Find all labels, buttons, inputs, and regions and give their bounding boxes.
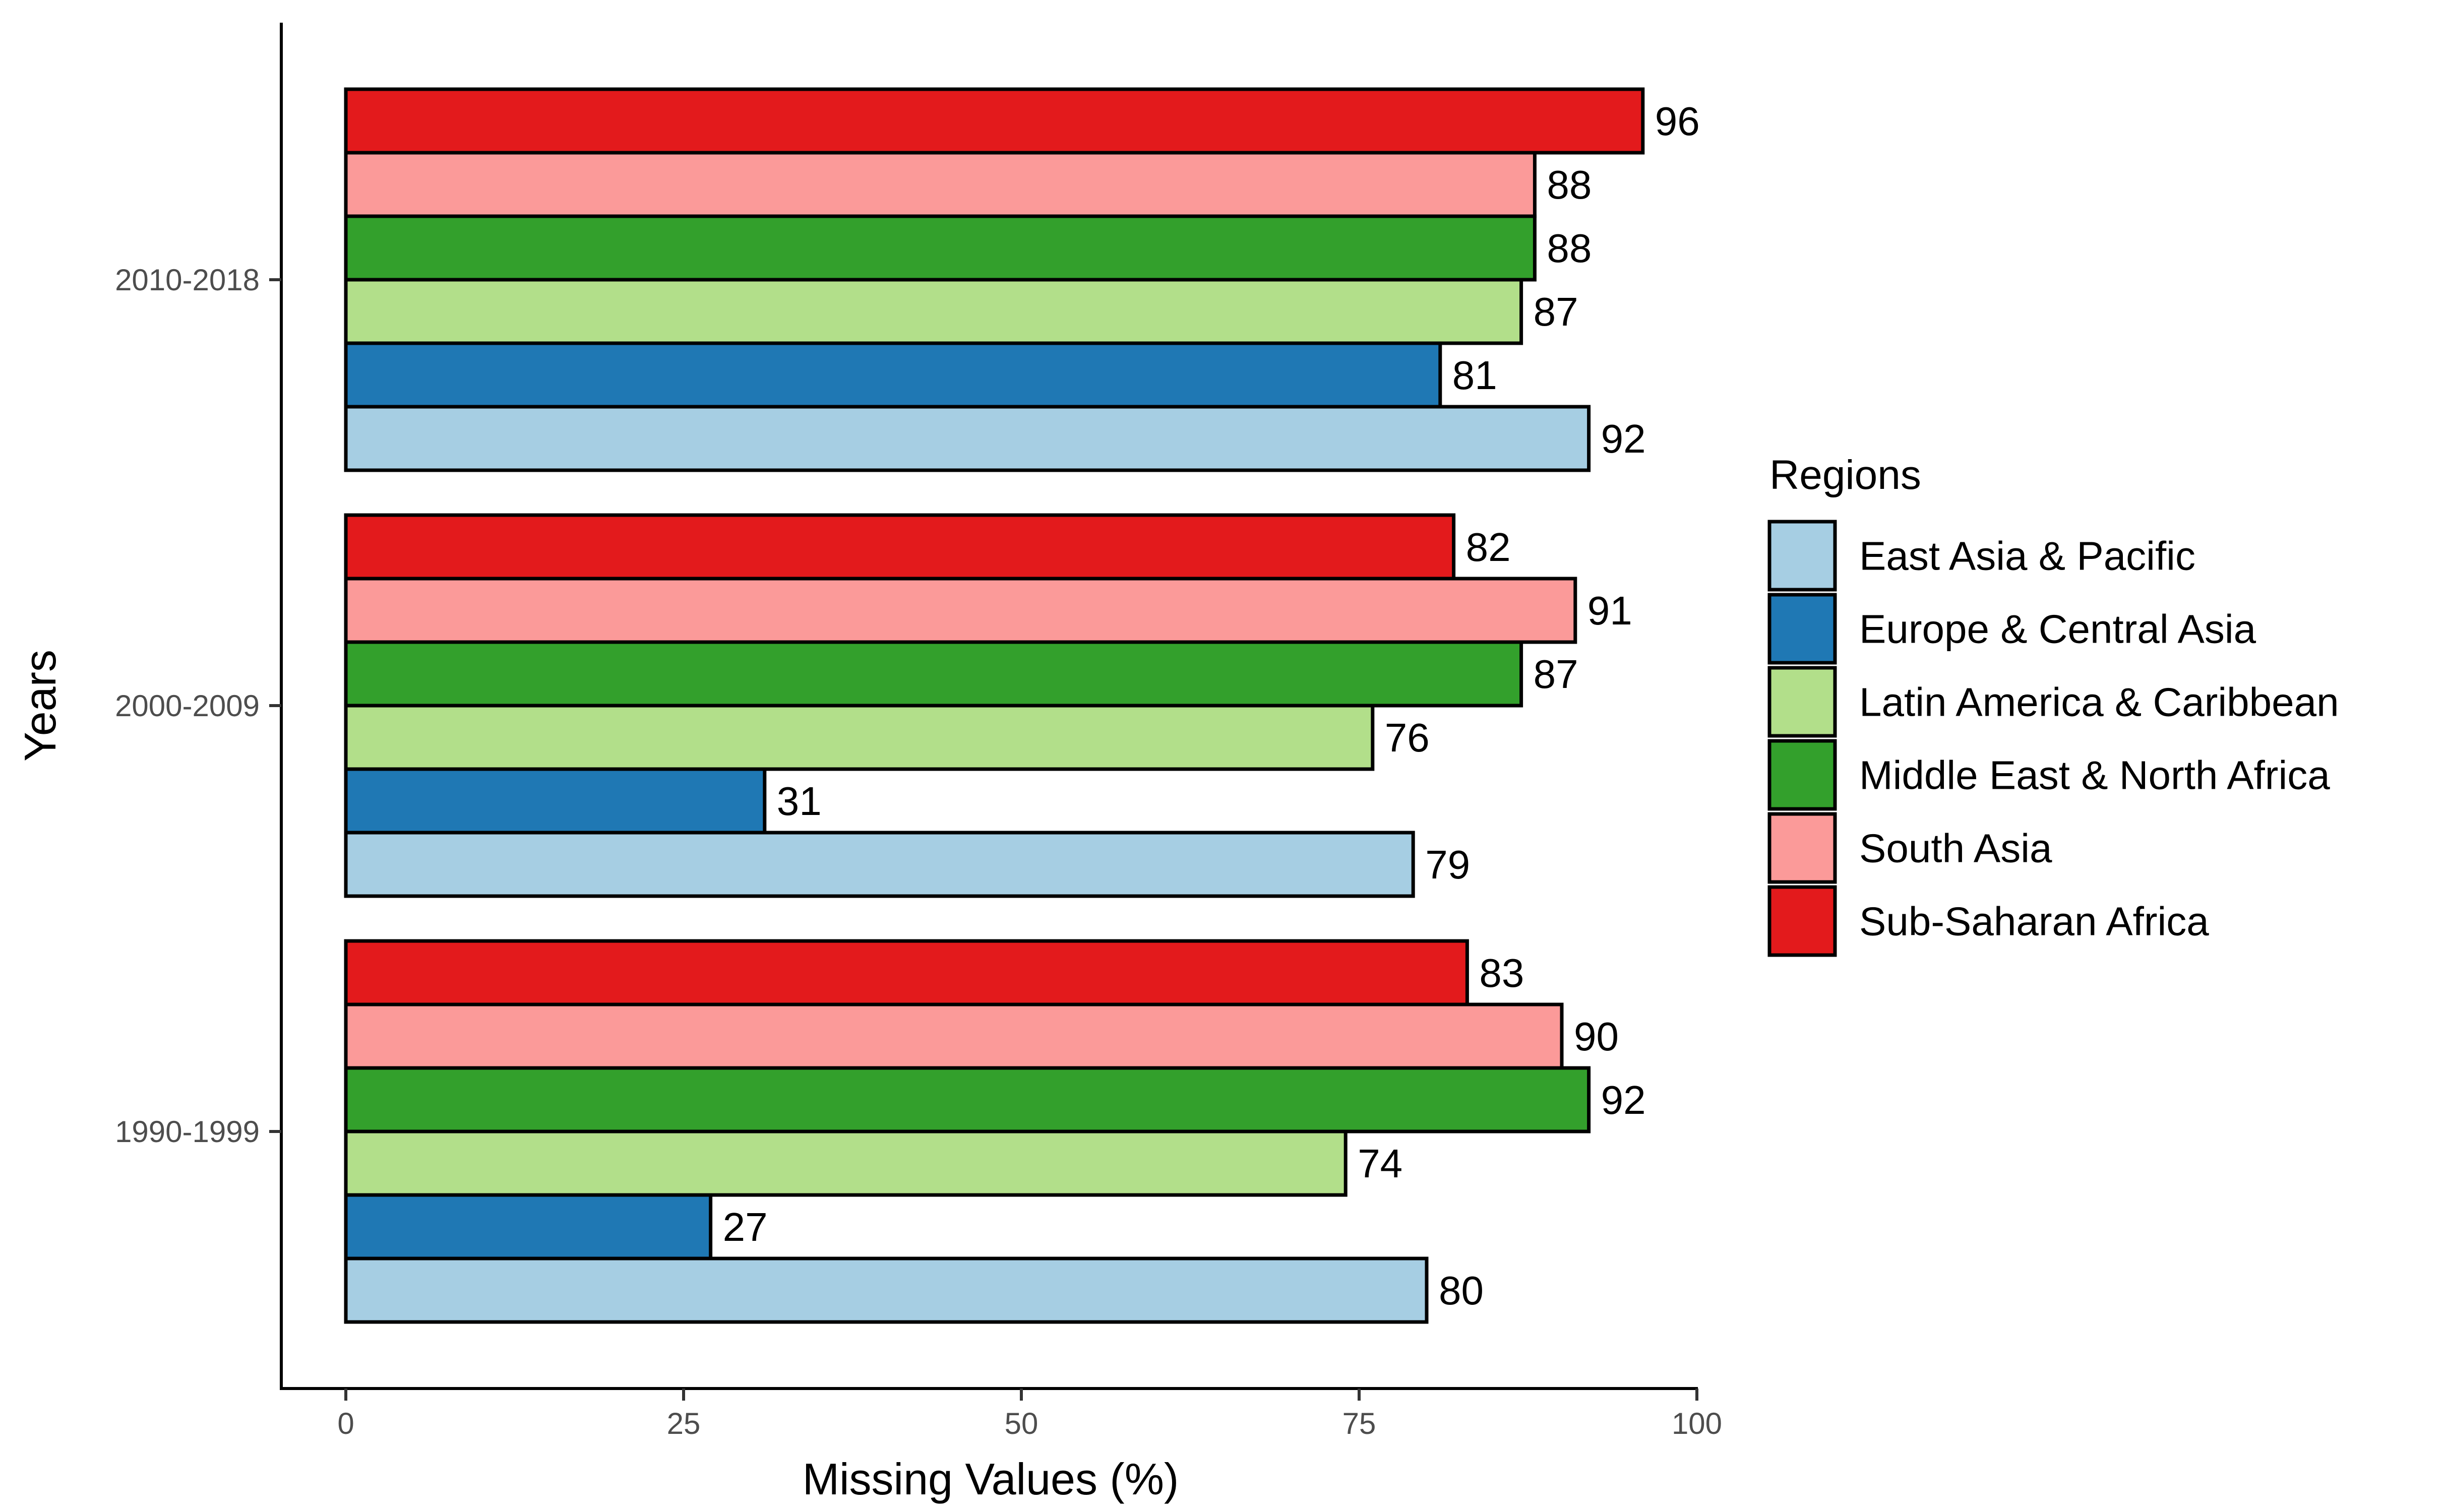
legend-key-latin-america-and-caribbean — [1767, 666, 1837, 738]
legend-key-east-asia-and-pacific — [1767, 520, 1837, 592]
data-label-2000-2009-europe-and-central-asia: 31 — [777, 779, 822, 824]
data-label-2010-2018-east-asia-and-pacific: 92 — [1601, 416, 1646, 461]
bar-2010-2018-south-asia — [344, 151, 1537, 218]
data-label-2000-2009-latin-america-and-caribbean: 76 — [1385, 715, 1430, 760]
data-label-1990-1999-south-asia: 90 — [1574, 1014, 1619, 1059]
data-label-1990-1999-middle-east-and-north-africa: 92 — [1601, 1078, 1646, 1122]
legend-label-east-asia-and-pacific: East Asia & Pacific — [1859, 534, 2195, 579]
data-label-2000-2009-sub-saharan-africa: 82 — [1466, 525, 1511, 570]
legend-label-sub-saharan-africa: Sub-Saharan Africa — [1859, 899, 2209, 944]
x-tick-label-75: 75 — [1342, 1407, 1376, 1440]
data-label-2000-2009-east-asia-and-pacific: 79 — [1425, 842, 1470, 887]
x-tick-label-0: 0 — [337, 1407, 354, 1440]
x-tick-label-25: 25 — [667, 1407, 701, 1440]
bar-2000-2009-east-asia-and-pacific — [344, 831, 1415, 898]
y-tick-label-2000-2009: 2000-2009 — [115, 689, 260, 723]
legend-label-middle-east-and-north-africa: Middle East & North Africa — [1859, 753, 2330, 798]
legend-items: East Asia & Pacific Europe & Central Asia… — [1767, 520, 2339, 957]
bar-2010-2018-sub-saharan-africa — [344, 87, 1645, 155]
bar-2000-2009-south-asia — [344, 577, 1577, 644]
legend-key-europe-and-central-asia — [1767, 593, 1837, 665]
data-label-1990-1999-sub-saharan-africa: 83 — [1479, 951, 1524, 995]
legend-key-middle-east-and-north-africa — [1767, 739, 1837, 811]
y-tick-label-1990-1999: 1990-1999 — [115, 1115, 260, 1149]
bar-1990-1999-europe-and-central-asia — [344, 1193, 713, 1261]
data-label-2010-2018-south-asia: 88 — [1547, 162, 1592, 207]
bar-1990-1999-sub-saharan-africa — [344, 939, 1469, 1006]
data-label-2010-2018-middle-east-and-north-africa: 88 — [1547, 226, 1592, 271]
legend-label-latin-america-and-caribbean: Latin America & Caribbean — [1859, 680, 2339, 725]
data-label-2010-2018-europe-and-central-asia: 81 — [1452, 353, 1497, 398]
ticks-layer: 1990-1999 2000-2009 2010-2018 0 25 50 75 100 — [115, 263, 1722, 1440]
y-axis-title: Years — [15, 650, 65, 762]
bar-2010-2018-europe-and-central-asia — [344, 341, 1442, 409]
bar-2010-2018-latin-america-and-caribbean — [344, 278, 1523, 345]
bar-2000-2009-europe-and-central-asia — [344, 767, 767, 835]
data-label-1990-1999-east-asia-and-pacific: 80 — [1439, 1268, 1484, 1313]
bar-2010-2018-middle-east-and-north-africa — [344, 214, 1537, 282]
legend-label-europe-and-central-asia: Europe & Central Asia — [1859, 607, 2256, 652]
data-label-2000-2009-middle-east-and-north-africa: 87 — [1534, 652, 1578, 697]
data-label-1990-1999-latin-america-and-caribbean: 74 — [1358, 1141, 1402, 1186]
data-label-2010-2018-latin-america-and-caribbean: 87 — [1534, 289, 1578, 334]
bar-2000-2009-latin-america-and-caribbean — [344, 704, 1375, 771]
y-tick-label-2010-2018: 2010-2018 — [115, 263, 260, 297]
legend-key-south-asia — [1767, 812, 1837, 884]
x-tick-label-100: 100 — [1672, 1407, 1722, 1440]
x-tick-label-50: 50 — [1005, 1407, 1038, 1440]
legend: Regions East Asia & Pacific Europe & Cent… — [1767, 452, 2339, 957]
bar-2010-2018-east-asia-and-pacific — [344, 405, 1591, 472]
bar-1990-1999-middle-east-and-north-africa — [344, 1066, 1591, 1133]
bar-2000-2009-sub-saharan-africa — [344, 513, 1456, 581]
data-label-2010-2018-sub-saharan-africa: 96 — [1655, 99, 1700, 144]
bar-1990-1999-east-asia-and-pacific — [344, 1256, 1429, 1324]
legend-title: Regions — [1769, 452, 1921, 498]
x-axis-title: Missing Values (%) — [803, 1454, 1179, 1504]
legend-label-south-asia: South Asia — [1859, 826, 2052, 871]
legend-key-sub-saharan-africa — [1767, 885, 1837, 957]
data-label-1990-1999-europe-and-central-asia: 27 — [723, 1205, 768, 1249]
data-label-2000-2009-south-asia: 91 — [1587, 588, 1632, 633]
bar-1990-1999-south-asia — [344, 1002, 1564, 1070]
bar-1990-1999-latin-america-and-caribbean — [344, 1129, 1348, 1197]
bars-layer — [344, 87, 1645, 1324]
bar-2000-2009-middle-east-and-north-africa — [344, 640, 1523, 708]
